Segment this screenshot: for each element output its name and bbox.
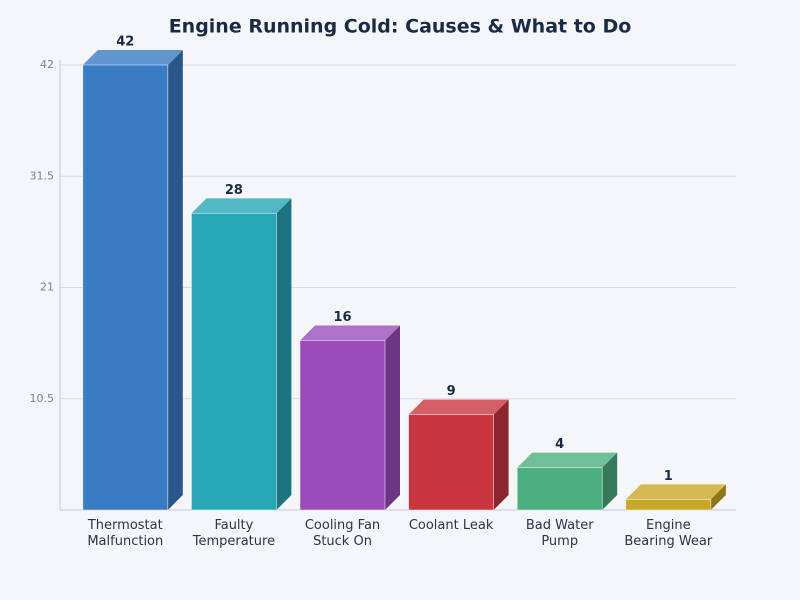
x-tick-label: Coolant Leak [409,518,494,533]
chart-title: Engine Running Cold: Causes & What to Do [169,16,632,38]
value-label: 16 [333,310,351,325]
bar-side [385,325,400,510]
bar-top [625,484,726,500]
y-tick-label: 31.5 [30,169,55,182]
bar [408,399,509,511]
x-tick-label: Cooling Fan Stuck On [305,518,380,549]
bar-side [493,399,509,510]
y-tick-label: 42 [40,58,54,71]
bar-top [191,198,292,214]
bar-side [167,50,183,510]
bar-front [625,499,712,511]
bar-front [82,64,169,511]
value-label: 4 [555,437,564,452]
bar [82,50,183,511]
bar-front [408,414,495,511]
value-label: 42 [116,35,134,50]
bar-top [300,325,400,341]
bar [299,325,400,511]
bar [625,484,726,511]
y-tick-label: 10.5 [30,392,55,405]
value-label: 9 [447,384,456,399]
bar-top [517,452,618,468]
value-label: 28 [225,183,243,198]
x-tick-label: Engine Bearing Wear [624,518,713,549]
value-label: 1 [664,469,673,484]
bar-front [516,467,603,511]
bar [516,452,618,511]
bar-top [408,399,509,415]
bar-front [299,340,386,511]
bar [190,198,292,511]
bar-top [82,50,183,65]
bar-front [190,212,277,511]
bar-side [710,484,726,510]
x-tick-label: Faulty Temperature [192,518,275,549]
x-tick-label: Bad Water Pump [526,518,594,549]
x-tick-label: Thermostat Malfunction [87,518,163,549]
bar-side [276,198,292,511]
bar-side [602,452,618,510]
y-tick-label: 21 [40,281,54,294]
